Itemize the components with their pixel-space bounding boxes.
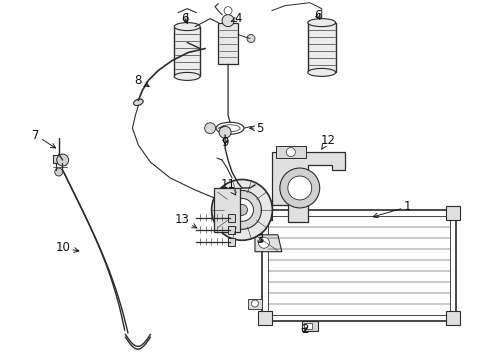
Circle shape <box>222 190 261 229</box>
Text: 6: 6 <box>313 9 321 22</box>
Bar <box>262 210 455 321</box>
Text: 9: 9 <box>221 136 228 149</box>
Bar <box>446 206 459 220</box>
Text: 8: 8 <box>135 74 149 87</box>
Circle shape <box>230 198 253 221</box>
Polygon shape <box>254 235 281 252</box>
Circle shape <box>286 148 295 157</box>
Bar <box>267 216 449 315</box>
Bar <box>258 311 271 325</box>
Circle shape <box>287 176 311 200</box>
Polygon shape <box>247 298 262 309</box>
Text: 6: 6 <box>181 12 188 25</box>
Bar <box>446 311 459 325</box>
Circle shape <box>204 123 215 134</box>
Bar <box>227 214 235 222</box>
Bar <box>303 323 311 329</box>
Bar <box>218 23 238 64</box>
Circle shape <box>55 168 62 176</box>
Bar <box>307 23 335 72</box>
Polygon shape <box>247 217 262 227</box>
Bar <box>258 206 271 220</box>
Text: 10: 10 <box>55 241 79 254</box>
Bar <box>174 27 200 76</box>
Text: 4: 4 <box>231 12 241 25</box>
Text: 2: 2 <box>301 323 308 336</box>
Circle shape <box>57 154 68 166</box>
Circle shape <box>224 7 232 15</box>
Ellipse shape <box>174 72 200 80</box>
Bar <box>53 155 64 163</box>
Circle shape <box>258 237 269 248</box>
Text: 3: 3 <box>256 233 263 246</box>
Text: 12: 12 <box>320 134 334 149</box>
Text: 11: 11 <box>220 179 235 195</box>
Circle shape <box>236 204 247 215</box>
Text: 13: 13 <box>174 213 197 228</box>
Circle shape <box>251 219 258 225</box>
Bar <box>227 226 235 234</box>
Text: 7: 7 <box>32 129 56 148</box>
Circle shape <box>222 15 234 27</box>
Ellipse shape <box>307 19 335 27</box>
Ellipse shape <box>307 68 335 76</box>
Circle shape <box>251 300 258 307</box>
Circle shape <box>219 126 230 138</box>
Ellipse shape <box>174 23 200 31</box>
Circle shape <box>246 35 254 42</box>
Bar <box>227 238 235 246</box>
Bar <box>275 146 305 158</box>
Polygon shape <box>271 152 344 222</box>
Text: 5: 5 <box>249 122 263 135</box>
Circle shape <box>211 180 272 240</box>
Bar <box>214 188 240 232</box>
Ellipse shape <box>133 99 143 105</box>
Bar <box>301 321 317 332</box>
Text: 1: 1 <box>372 201 410 218</box>
Circle shape <box>279 168 319 208</box>
